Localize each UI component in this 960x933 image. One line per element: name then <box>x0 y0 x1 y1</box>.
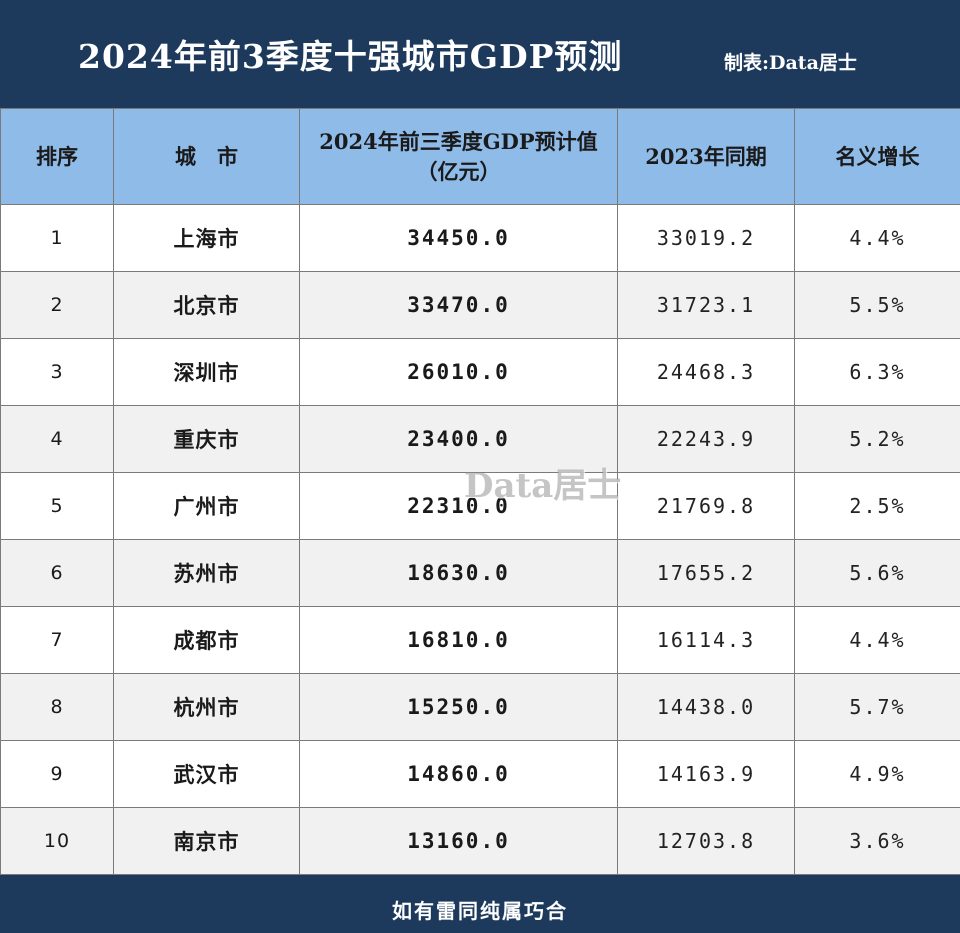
growth-cell: 6.3% <box>794 338 960 406</box>
city-cell: 重庆市 <box>113 405 300 473</box>
gdp-2023-cell: 14163.9 <box>617 740 795 808</box>
column-header-gdp-2024: 2024年前三季度GDP预计值（亿元） <box>299 108 618 205</box>
gdp-2024-cell: 14860.0 <box>299 740 618 808</box>
rank-cell: 9 <box>0 740 114 808</box>
column-header-growth: 名义增长 <box>794 108 960 205</box>
growth-cell: 5.5% <box>794 271 960 339</box>
rank-cell: 6 <box>0 539 114 607</box>
footer-text: 如有雷同纯属巧合 <box>392 899 568 923</box>
growth-cell: 2.5% <box>794 472 960 540</box>
city-cell: 南京市 <box>113 807 300 875</box>
table-row: 2 北京市 33470.0 31723.1 5.5% <box>0 271 960 339</box>
gdp-2023-cell: 17655.2 <box>617 539 795 607</box>
city-cell: 苏州市 <box>113 539 300 607</box>
table-header-row: 排序 城 市 2024年前三季度GDP预计值（亿元） 2023年同期 名义增长 <box>0 108 960 205</box>
gdp-2024-cell: 34450.0 <box>299 204 618 272</box>
city-cell: 北京市 <box>113 271 300 339</box>
city-cell: 广州市 <box>113 472 300 540</box>
watermark: Data居士 <box>464 466 622 506</box>
growth-cell: 5.7% <box>794 673 960 741</box>
city-cell: 武汉市 <box>113 740 300 808</box>
growth-cell: 4.4% <box>794 606 960 674</box>
gdp-2023-cell: 12703.8 <box>617 807 795 875</box>
rank-cell: 5 <box>0 472 114 540</box>
city-cell: 上海市 <box>113 204 300 272</box>
rank-cell: 1 <box>0 204 114 272</box>
credit-label: 制表:Data居士 <box>724 52 857 74</box>
table-row: 7 成都市 16810.0 16114.3 4.4% <box>0 606 960 674</box>
table-row: 5 广州市 22310.0 21769.8 2.5% <box>0 472 960 540</box>
growth-cell: 3.6% <box>794 807 960 875</box>
gdp-2023-cell: 14438.0 <box>617 673 795 741</box>
gdp-2023-cell: 21769.8 <box>617 472 795 540</box>
gdp-2023-cell: 33019.2 <box>617 204 795 272</box>
rank-cell: 2 <box>0 271 114 339</box>
gdp-2024-cell: 22310.0 <box>299 472 618 540</box>
table-row: 4 重庆市 23400.0 22243.9 5.2% <box>0 405 960 473</box>
gdp-2023-cell: 16114.3 <box>617 606 795 674</box>
table-row: 10 南京市 13160.0 12703.8 3.6% <box>0 807 960 875</box>
rank-cell: 7 <box>0 606 114 674</box>
gdp-2024-cell: 13160.0 <box>299 807 618 875</box>
column-header-rank: 排序 <box>0 108 114 205</box>
page-title: 2024年前3季度十强城市GDP预测 <box>78 37 623 76</box>
gdp-2024-cell: 33470.0 <box>299 271 618 339</box>
gdp-table: 排序 城 市 2024年前三季度GDP预计值（亿元） 2023年同期 名义增长 … <box>0 108 960 875</box>
table-row: 1 上海市 34450.0 33019.2 4.4% <box>0 204 960 272</box>
city-cell: 成都市 <box>113 606 300 674</box>
growth-cell: 5.6% <box>794 539 960 607</box>
rank-cell: 8 <box>0 673 114 741</box>
gdp-2024-cell: 16810.0 <box>299 606 618 674</box>
city-cell: 杭州市 <box>113 673 300 741</box>
column-header-city: 城 市 <box>113 108 300 205</box>
rank-cell: 4 <box>0 405 114 473</box>
gdp-2024-cell: 18630.0 <box>299 539 618 607</box>
gdp-2024-cell: 15250.0 <box>299 673 618 741</box>
table-row: 3 深圳市 26010.0 24468.3 6.3% <box>0 338 960 406</box>
gdp-2023-cell: 22243.9 <box>617 405 795 473</box>
gdp-2023-cell: 24468.3 <box>617 338 795 406</box>
table-row: 6 苏州市 18630.0 17655.2 5.6% <box>0 539 960 607</box>
gdp-2023-cell: 31723.1 <box>617 271 795 339</box>
growth-cell: 4.4% <box>794 204 960 272</box>
table-row: 9 武汉市 14860.0 14163.9 4.9% <box>0 740 960 808</box>
city-cell: 深圳市 <box>113 338 300 406</box>
column-header-gdp-2023: 2023年同期 <box>617 108 795 205</box>
table-row: 8 杭州市 15250.0 14438.0 5.7% <box>0 673 960 741</box>
title-bar: 2024年前3季度十强城市GDP预测 制表:Data居士 <box>0 0 960 108</box>
growth-cell: 5.2% <box>794 405 960 473</box>
table-body: 1 上海市 34450.0 33019.2 4.4% 2 北京市 33470.0 31723.1… <box>0 204 960 875</box>
footer-bar: 如有雷同纯属巧合 <box>0 883 960 933</box>
gdp-2024-cell: 23400.0 <box>299 405 618 473</box>
gdp-2024-cell: 26010.0 <box>299 338 618 406</box>
rank-cell: 3 <box>0 338 114 406</box>
rank-cell: 10 <box>0 807 114 875</box>
growth-cell: 4.9% <box>794 740 960 808</box>
